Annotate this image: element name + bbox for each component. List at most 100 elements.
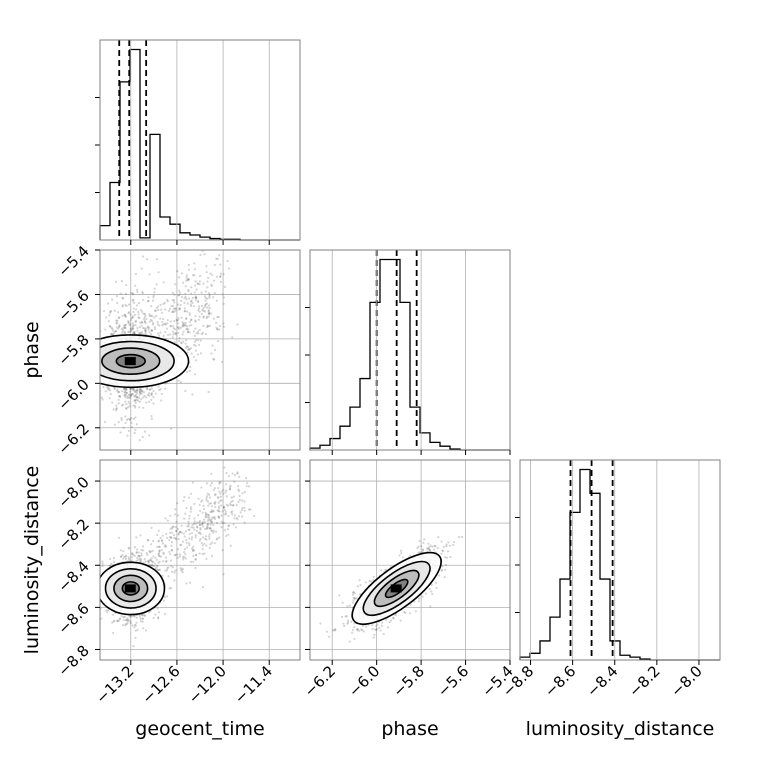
sample-point — [120, 615, 123, 618]
sample-point — [352, 601, 355, 604]
sample-point — [253, 514, 256, 518]
sample-point — [150, 526, 153, 530]
sample-point — [185, 339, 188, 342]
sample-point — [179, 341, 183, 344]
sample-point — [199, 527, 202, 530]
y-tick-label: −8.6 — [54, 599, 92, 637]
sample-point — [124, 323, 128, 327]
sample-point — [162, 552, 165, 556]
sample-point — [168, 550, 171, 553]
sample-point — [148, 388, 152, 391]
sample-point — [131, 326, 134, 329]
sample-point — [104, 328, 107, 331]
sample-point — [155, 257, 159, 261]
sample-point — [247, 485, 251, 488]
sample-point — [191, 549, 195, 553]
sample-point — [139, 331, 142, 334]
sample-point — [222, 492, 225, 496]
sample-point — [159, 331, 162, 334]
sample-point — [144, 629, 148, 632]
sample-point — [133, 615, 136, 618]
sample-point — [190, 318, 193, 322]
sample-point — [427, 547, 430, 551]
sample-point — [426, 547, 429, 550]
sample-point — [162, 334, 165, 338]
sample-point — [160, 308, 163, 311]
sample-point — [171, 310, 175, 313]
sample-point — [138, 400, 142, 403]
sample-point — [156, 320, 159, 324]
sample-point — [184, 295, 187, 298]
sample-point — [358, 629, 361, 632]
sample-point — [109, 392, 112, 396]
sample-point — [194, 557, 197, 561]
sample-point — [135, 308, 138, 311]
sample-point — [237, 515, 241, 518]
sample-point — [139, 321, 142, 324]
sample-point — [163, 301, 166, 304]
sample-point — [109, 311, 112, 314]
sample-point — [216, 537, 219, 540]
sample-point — [360, 628, 363, 631]
sample-point — [203, 295, 207, 298]
sample-point — [119, 549, 122, 552]
sample-point — [183, 307, 186, 310]
sample-point — [180, 524, 183, 527]
sample-point — [193, 549, 196, 552]
sample-point — [130, 559, 134, 562]
sample-point — [241, 506, 244, 510]
sample-point — [215, 326, 218, 329]
sample-point — [160, 311, 164, 314]
sample-point — [125, 622, 129, 626]
sample-point — [95, 613, 97, 615]
sample-point — [145, 258, 149, 261]
density-peak — [124, 584, 136, 593]
sample-point — [118, 618, 121, 621]
sample-point — [130, 291, 133, 295]
sample-point — [164, 612, 167, 615]
sample-point — [174, 569, 177, 572]
sample-point — [228, 486, 232, 489]
sample-point — [227, 474, 231, 478]
sample-point — [167, 575, 170, 578]
sample-point — [128, 547, 131, 550]
sample-point — [137, 313, 140, 316]
sample-point — [143, 394, 146, 397]
sample-point — [96, 393, 98, 395]
sample-point — [127, 321, 130, 324]
sample-point — [157, 617, 160, 620]
sample-point — [358, 579, 361, 582]
sample-point — [199, 509, 202, 512]
sample-point — [149, 318, 152, 322]
sample-point — [134, 401, 137, 404]
sample-point — [240, 508, 244, 512]
sample-point — [197, 318, 200, 321]
sample-point — [232, 495, 235, 498]
sample-point — [179, 543, 182, 546]
y-tick-label: −5.4 — [54, 242, 92, 280]
sample-point — [163, 322, 167, 325]
sample-point — [138, 388, 141, 391]
sample-point — [125, 392, 128, 395]
histogram-geocent_time-frame — [99, 39, 301, 241]
sample-point — [150, 398, 153, 401]
sample-point — [135, 559, 138, 562]
sample-point — [100, 617, 103, 620]
sample-point — [159, 317, 162, 320]
sample-point — [124, 406, 128, 410]
sample-point — [141, 290, 144, 294]
sample-point — [120, 404, 124, 407]
sample-point — [210, 529, 214, 533]
sample-point — [201, 522, 204, 525]
sample-point — [92, 572, 94, 574]
sample-point — [92, 589, 94, 591]
sample-point — [183, 556, 186, 559]
sample-point — [116, 619, 119, 622]
sample-point — [125, 387, 128, 391]
sample-point — [154, 566, 157, 569]
contour-line — [121, 581, 140, 596]
sample-point — [245, 476, 248, 480]
sample-point — [158, 560, 161, 563]
x-tick-label: −5.6 — [434, 662, 472, 700]
sample-point — [203, 310, 207, 313]
